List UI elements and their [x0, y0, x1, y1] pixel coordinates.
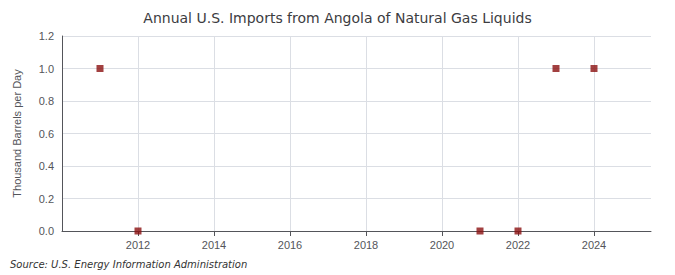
- svg-text:2016: 2016: [278, 239, 302, 251]
- svg-text:0.2: 0.2: [39, 193, 54, 205]
- svg-text:Annual U.S. Imports from Angol: Annual U.S. Imports from Angola of Natur…: [143, 10, 531, 26]
- svg-text:Source: U.S. Energy Informatio: Source: U.S. Energy Information Administ…: [10, 259, 247, 270]
- svg-text:2014: 2014: [202, 239, 226, 251]
- svg-text:2022: 2022: [506, 239, 530, 251]
- svg-text:2020: 2020: [430, 239, 454, 251]
- svg-text:0.4: 0.4: [39, 160, 54, 172]
- svg-text:2018: 2018: [354, 239, 378, 251]
- svg-text:0.6: 0.6: [39, 128, 54, 140]
- svg-text:1.0: 1.0: [39, 63, 54, 75]
- svg-text:Thousand Barrels per Day: Thousand Barrels per Day: [11, 69, 23, 198]
- svg-text:0.8: 0.8: [39, 95, 54, 107]
- svg-text:1.2: 1.2: [39, 30, 54, 42]
- svg-text:0.0: 0.0: [39, 225, 54, 237]
- svg-text:2024: 2024: [582, 239, 606, 251]
- svg-text:2012: 2012: [126, 239, 150, 251]
